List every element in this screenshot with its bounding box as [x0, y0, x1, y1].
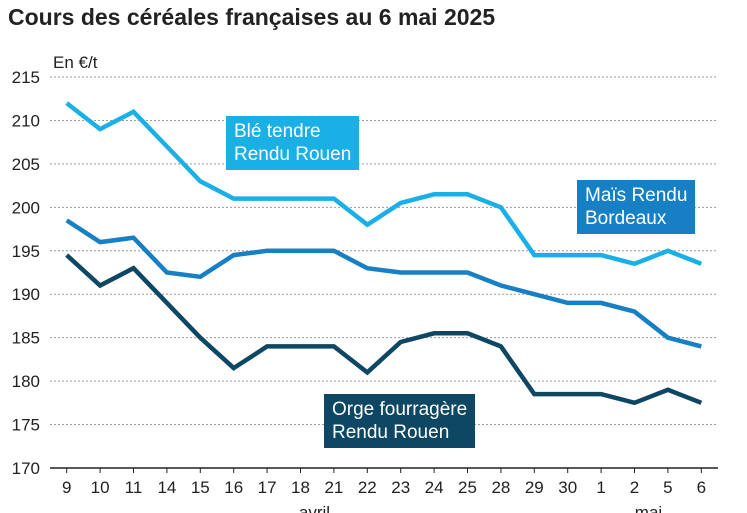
y-tick-label: 195 [12, 242, 40, 261]
x-tick-label: 23 [391, 478, 410, 497]
x-axis-ticks: 9 10 11 14 15 16 17 18 21 22 23 24 25 28 29 30 1 2 5 6avril… [62, 468, 706, 513]
series-line-2 [65, 253, 703, 406]
y-tick-label: 200 [12, 198, 40, 217]
x-tick-label: 2 [630, 478, 639, 497]
y-axis-unit-label: En €/t [53, 53, 98, 72]
x-tick-label: 5 [663, 478, 672, 497]
x-tick-label: 25 [458, 478, 477, 497]
y-tick-label: 205 [12, 155, 40, 174]
x-tick-label: 14 [157, 478, 176, 497]
y-tick-label: 185 [12, 329, 40, 348]
series-label-ble-line2: Rendu Rouen [234, 144, 352, 165]
series-lines [65, 101, 703, 406]
y-tick-label: 170 [12, 459, 40, 478]
x-tick-label: 29 [525, 478, 544, 497]
x-tick-label: 11 [125, 478, 143, 497]
x-month-label: mai [635, 503, 662, 513]
series-label-ble-tendre: Blé tendre Rendu Rouen [226, 116, 360, 170]
x-tick-label: 10 [91, 478, 110, 497]
series-label-orge-line2: Rendu Rouen [332, 422, 450, 443]
grid-lines [50, 76, 718, 469]
series-label-mais: Maïs Rendu Bordeaux [577, 180, 696, 234]
series-label-orge: Orge fourragère Rendu Rouen [324, 394, 476, 448]
series-label-ble-line1: Blé tendre [234, 121, 321, 142]
x-tick-label: 30 [558, 478, 577, 497]
x-tick-label: 16 [224, 478, 243, 497]
x-tick-label: 28 [491, 478, 510, 497]
x-tick-label: 24 [425, 478, 444, 497]
y-tick-label: 175 [12, 416, 40, 435]
x-tick-label: 18 [291, 478, 310, 497]
y-tick-label: 215 [12, 68, 40, 87]
x-tick-label: 17 [258, 478, 277, 497]
series-label-mais-line2: Bordeaux [585, 208, 667, 229]
x-tick-label: 22 [358, 478, 377, 497]
x-tick-label: 21 [324, 478, 343, 497]
x-tick-label: 6 [697, 478, 706, 497]
y-tick-label: 210 [12, 111, 40, 130]
series-label-mais-line1: Maïs Rendu [585, 185, 688, 206]
y-axis-ticks: 170 175 180 185 190 195 200 205 210 215 [12, 68, 40, 478]
y-tick-label: 180 [12, 372, 40, 391]
series-line-1 [65, 218, 702, 349]
x-tick-label: 1 [596, 478, 605, 497]
chart-title: Cours des céréales françaises au 6 mai 2… [8, 4, 496, 30]
x-tick-label: 9 [62, 478, 71, 497]
y-tick-label: 190 [12, 285, 40, 304]
series-line-0 [65, 101, 703, 267]
series-label-orge-line1: Orge fourragère [332, 399, 468, 420]
x-month-label: avril [299, 503, 330, 513]
x-tick-label: 15 [191, 478, 210, 497]
